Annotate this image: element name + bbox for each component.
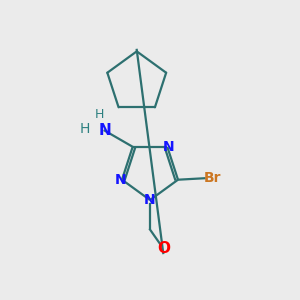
Text: N: N [163, 140, 175, 154]
Text: Br: Br [204, 171, 221, 185]
Text: H: H [80, 122, 90, 136]
Text: N: N [98, 123, 111, 138]
Text: O: O [157, 241, 170, 256]
Text: H: H [95, 108, 104, 121]
Text: N: N [144, 193, 156, 207]
Text: N: N [115, 173, 126, 187]
